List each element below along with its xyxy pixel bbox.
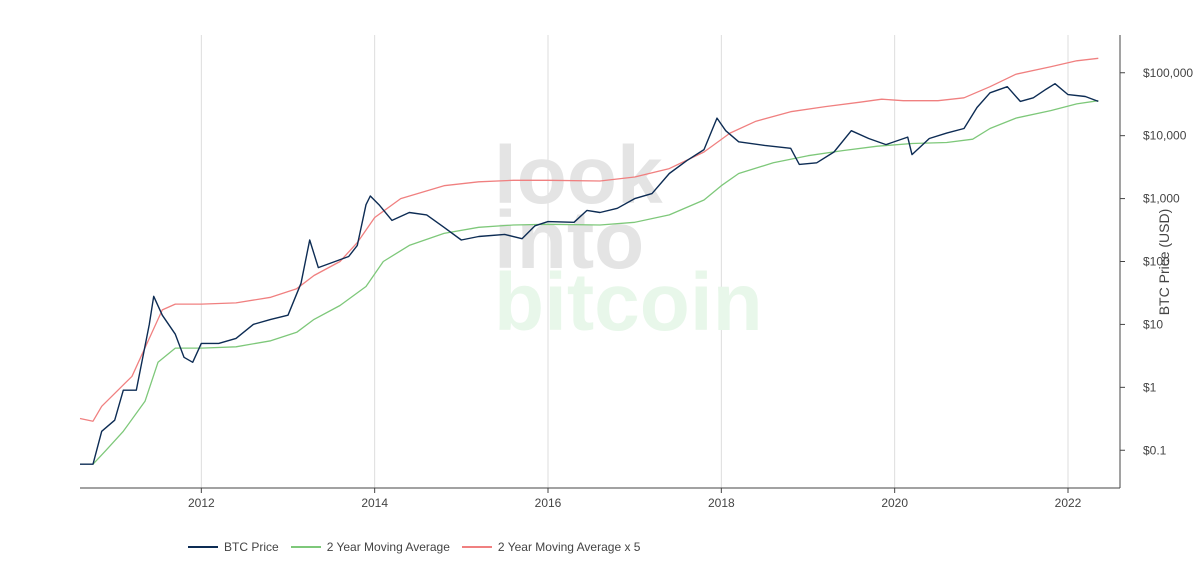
y-tick-label-5: $10,000 xyxy=(1143,129,1187,143)
watermark-line-3: bitcoin xyxy=(494,257,763,348)
y-axis-title: BTC Price (USD) xyxy=(1156,209,1172,316)
x-tick-label-2020: 2020 xyxy=(881,496,908,510)
legend-label-btc-price: BTC Price xyxy=(224,540,279,554)
x-tick-label-2012: 2012 xyxy=(188,496,215,510)
series-line-btc-price xyxy=(80,83,1099,465)
y-tick-label-1: $1 xyxy=(1143,380,1157,394)
y-tick-label-4: $1,000 xyxy=(1143,192,1180,206)
legend: BTC Price 2 Year Moving Average 2 Year M… xyxy=(188,540,652,554)
legend-item-btc-price[interactable]: BTC Price xyxy=(188,540,279,554)
y-axis-ticks: $0.1 $1 $10 $100 $1,000 $10,000 $100,000 xyxy=(1120,66,1193,457)
gridlines xyxy=(200,35,1069,488)
legend-swatch-2yma-x5 xyxy=(461,546,492,548)
x-tick-label-2014: 2014 xyxy=(361,496,388,510)
series-lines xyxy=(79,57,1099,465)
y-tick-label-0: $0.1 xyxy=(1143,443,1167,457)
x-tick-label-2018: 2018 xyxy=(708,496,735,510)
x-tick-label-2022: 2022 xyxy=(1055,496,1082,510)
y-tick-label-6: $100,000 xyxy=(1143,66,1193,80)
legend-swatch-2yma xyxy=(290,546,321,548)
legend-item-2yma[interactable]: 2 Year Moving Average xyxy=(290,540,450,554)
legend-item-2yma-x5[interactable]: 2 Year Moving Average x 5 xyxy=(461,540,641,554)
series-line-2yma-x5 xyxy=(79,57,1099,422)
legend-label-2yma-x5: 2 Year Moving Average x 5 xyxy=(497,540,641,554)
y-tick-label-3: $100 xyxy=(1143,255,1170,269)
legend-swatch-btc-price xyxy=(188,546,218,548)
watermark-line-2: into xyxy=(494,195,644,286)
legend-label-2yma: 2 Year Moving Average xyxy=(326,540,450,554)
x-tick-label-2016: 2016 xyxy=(535,496,562,510)
watermark: look into bitcoin xyxy=(494,130,763,348)
y-tick-label-2: $10 xyxy=(1143,317,1163,331)
watermark-line-1: look xyxy=(494,130,663,221)
x-axis-ticks: 2012 2014 2016 2018 2020 2022 xyxy=(188,488,1082,510)
series-line-2yma xyxy=(92,100,1099,465)
